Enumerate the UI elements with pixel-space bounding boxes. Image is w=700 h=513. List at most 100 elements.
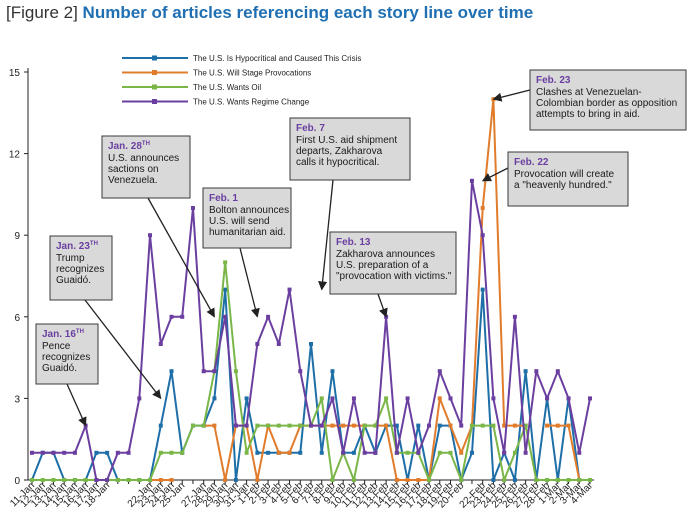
y-tick-label: 3 xyxy=(14,394,20,405)
data-point xyxy=(330,396,335,401)
data-point xyxy=(330,478,335,482)
data-point xyxy=(555,423,560,428)
y-tick-label: 9 xyxy=(14,231,20,242)
data-point xyxy=(416,450,421,455)
data-point xyxy=(555,369,560,374)
data-point xyxy=(40,450,45,455)
data-point xyxy=(266,450,271,455)
legend-label: The U.S. Will Stage Provocations xyxy=(193,69,311,78)
annotation-background xyxy=(329,231,457,295)
annotation-background xyxy=(507,151,629,207)
data-point xyxy=(158,342,163,346)
legend-marker xyxy=(152,70,157,75)
data-point xyxy=(362,450,367,455)
figure-title: [Figure 2] Number of articles referencin… xyxy=(6,3,533,23)
data-point xyxy=(502,450,507,455)
data-point xyxy=(115,478,120,482)
data-point xyxy=(469,178,474,183)
data-point xyxy=(287,450,292,455)
data-point xyxy=(448,450,453,455)
data-point xyxy=(190,423,195,428)
legend-label: The U.S. Is Hypocritical and Caused This… xyxy=(193,54,361,63)
data-point xyxy=(351,450,356,455)
annotation-date-suffix: TH xyxy=(90,241,98,247)
data-point xyxy=(244,450,249,455)
annotation-text: sactions on xyxy=(108,164,159,175)
annotation-text: U.S. announces xyxy=(108,153,179,164)
data-point xyxy=(566,423,571,428)
data-point xyxy=(437,369,442,374)
data-point xyxy=(287,287,292,292)
data-point xyxy=(298,450,303,455)
annotation-arrow xyxy=(481,167,509,182)
annotation-background xyxy=(529,69,687,131)
y-tick-label: 6 xyxy=(14,313,20,324)
legend-marker xyxy=(152,99,157,104)
data-point xyxy=(169,450,174,455)
data-point xyxy=(437,450,442,455)
data-point xyxy=(341,450,346,455)
data-point xyxy=(40,478,45,482)
data-point xyxy=(148,478,153,482)
annotation-date-suffix: TH xyxy=(142,141,150,147)
data-point xyxy=(448,396,453,401)
annotation-arrow xyxy=(377,293,388,318)
data-point xyxy=(115,450,120,455)
data-point xyxy=(233,369,238,374)
annotation-date-suffix: TH xyxy=(76,329,84,335)
data-point xyxy=(298,369,303,374)
data-point xyxy=(137,478,142,482)
data-point xyxy=(480,233,485,238)
series-line xyxy=(32,261,590,481)
data-point xyxy=(158,423,163,428)
annotation-date: Feb. 7 xyxy=(296,123,325,134)
data-point xyxy=(330,369,335,374)
data-point xyxy=(266,423,271,428)
data-point xyxy=(158,450,163,455)
data-point xyxy=(223,314,228,319)
data-point xyxy=(319,396,324,401)
annotation-arrow xyxy=(147,197,215,318)
annotation-text: attempts to bring in aid. xyxy=(536,109,640,120)
data-point xyxy=(94,450,99,455)
annotation-background xyxy=(202,187,292,249)
annotation-date-text: Feb. 1 xyxy=(209,193,238,204)
annotation-text: First U.S. aid shipment xyxy=(296,135,397,146)
annotation-arrow xyxy=(492,89,531,102)
data-point xyxy=(394,423,399,428)
data-point xyxy=(577,478,582,482)
data-point xyxy=(534,478,539,482)
data-point xyxy=(545,478,550,482)
annotation-text: Provocation will create xyxy=(514,169,614,180)
data-point xyxy=(319,423,324,428)
data-point xyxy=(427,423,432,428)
annotation-date-text: Feb. 13 xyxy=(336,237,371,248)
annotation-text: "provocation with victims." xyxy=(336,271,452,282)
y-tick-label: 0 xyxy=(14,476,20,487)
data-point xyxy=(384,396,389,401)
data-point xyxy=(105,478,110,482)
annotation-text: a "heavenly hundred." xyxy=(514,180,612,191)
annotation-date-text: Feb. 23 xyxy=(536,75,571,86)
data-point xyxy=(276,450,281,455)
data-point xyxy=(523,423,528,428)
legend-marker xyxy=(152,55,157,61)
series-2 xyxy=(30,260,592,482)
data-point xyxy=(287,423,292,428)
data-point xyxy=(362,423,367,428)
annotation-text: Guaidó. xyxy=(42,363,77,374)
data-point xyxy=(148,233,153,238)
data-point xyxy=(255,423,260,428)
data-point xyxy=(351,396,356,401)
data-point xyxy=(330,423,335,428)
data-point xyxy=(158,478,163,482)
annotation-text: departs, Zakharova xyxy=(296,146,383,157)
data-point xyxy=(51,450,56,455)
legend-marker xyxy=(152,84,157,90)
data-point xyxy=(309,342,313,346)
